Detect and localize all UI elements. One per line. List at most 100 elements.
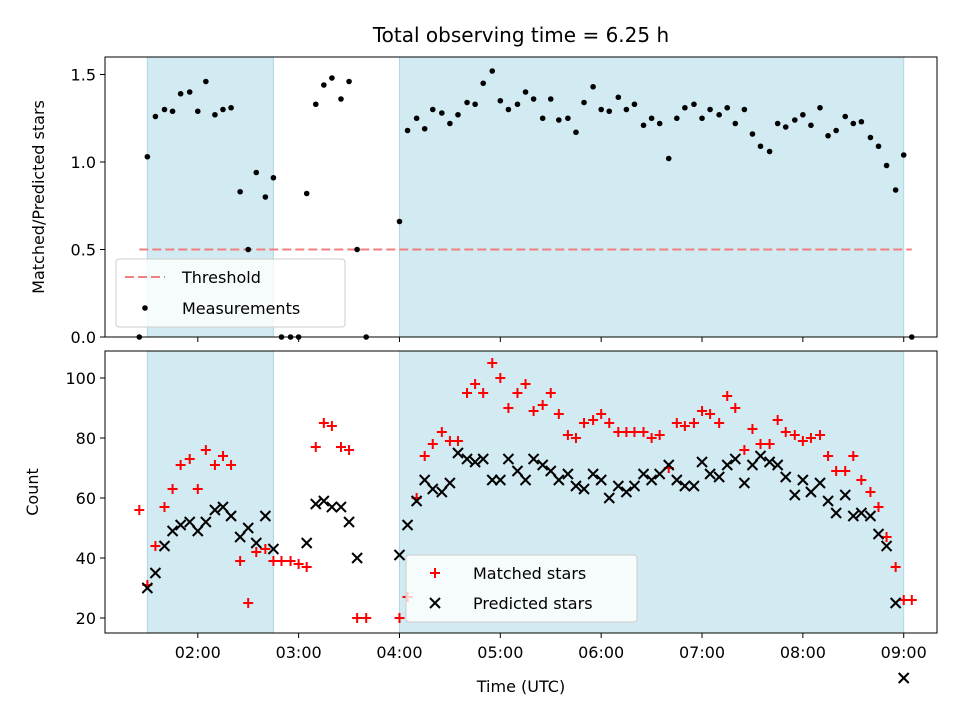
measurement-point (757, 143, 764, 150)
measurement-point (892, 187, 899, 193)
measurement-point (262, 194, 269, 200)
predicted-point (688, 480, 700, 492)
matched-point (175, 460, 186, 470)
measurement-point (547, 96, 554, 102)
measurement-point (169, 108, 176, 115)
x-tick-label: 03:00 (276, 643, 322, 662)
predicted-point (234, 531, 246, 543)
predicted-point (511, 465, 524, 477)
measurement-point (472, 101, 478, 108)
measurement-point (530, 96, 537, 102)
ratio-panel-frame (104, 56, 938, 338)
predicted-point (225, 510, 237, 522)
measurement-point (354, 246, 360, 253)
matched-point (326, 421, 337, 431)
count-legend-box (405, 554, 638, 623)
measurement-point (237, 188, 243, 195)
y-tick-label: 0.5 (71, 241, 96, 260)
matched-point (553, 409, 564, 419)
predicted-point (209, 504, 221, 516)
predicted-point (200, 516, 212, 528)
matched-point (730, 403, 741, 413)
measurement-point (656, 120, 663, 127)
matched-point (159, 502, 170, 512)
ratio-legend: Threshold Measurements (115, 258, 346, 328)
predicted-point (192, 525, 204, 537)
predicted-point (713, 471, 725, 483)
predicted-point (780, 471, 792, 483)
measurement-point (648, 115, 655, 122)
matched-point (705, 409, 716, 419)
measurement-point (774, 120, 781, 127)
matched-point (528, 406, 539, 416)
predicted-point (763, 456, 776, 468)
predicted-point (704, 468, 716, 480)
predicted-point (300, 537, 313, 549)
matched-point (780, 427, 791, 437)
measurement-point (421, 125, 428, 132)
matched-point (747, 424, 758, 434)
predicted-point (174, 519, 187, 531)
matched-point (865, 487, 876, 497)
predicted-point (679, 480, 691, 492)
matched-point (697, 406, 708, 416)
predicted-point (418, 474, 431, 486)
matched-point (293, 559, 304, 569)
predicted-point (789, 489, 801, 501)
count-panel-frame (104, 350, 938, 634)
predicted-point (217, 501, 229, 513)
measurement-point (590, 83, 596, 90)
matched-point (318, 418, 329, 428)
predicted-point (578, 483, 590, 495)
predicted-point (729, 453, 742, 465)
measurement-point (505, 106, 512, 113)
predicted-point (536, 459, 549, 471)
measurement-point (808, 122, 814, 129)
ratio-legend-box (115, 258, 346, 328)
measurement-point (724, 104, 731, 111)
measurement-point (312, 101, 319, 108)
predicted-point (427, 483, 439, 495)
predicted-point (318, 495, 330, 507)
measurement-point (867, 134, 874, 141)
measurement-point (203, 78, 209, 85)
predicted-point (771, 459, 784, 471)
measurement-point (707, 106, 713, 113)
matched-point (301, 562, 312, 572)
matched-point (167, 484, 178, 494)
matched-point (722, 391, 733, 401)
predicted-point (553, 474, 565, 486)
predicted-point (184, 516, 196, 528)
legend-measurements-swatch (142, 305, 148, 311)
measurement-point (833, 127, 839, 134)
measurement-point (766, 148, 773, 155)
measurement-point (464, 99, 470, 106)
predicted-point (620, 486, 633, 498)
x-tick-label: 09:00 (881, 643, 927, 662)
matched-point (772, 415, 783, 425)
predicted-point (527, 453, 540, 465)
predicted-point (754, 450, 767, 462)
measurement-point (489, 68, 496, 74)
predicted-point (242, 522, 254, 534)
measurement-point (245, 246, 252, 253)
predicted-point (570, 480, 582, 492)
measurement-point (842, 113, 849, 120)
matched-point (285, 556, 296, 566)
matched-point (344, 445, 355, 455)
predicted-point (864, 510, 877, 522)
y-tick-label: 1.0 (71, 153, 96, 172)
matched-point (588, 415, 599, 425)
x-tick-label: 07:00 (679, 643, 725, 662)
predicted-point (587, 468, 599, 480)
measurement-point (404, 127, 411, 134)
predicted-point (628, 480, 641, 492)
y-tick-label: 60 (76, 489, 96, 508)
matched-point (881, 532, 892, 542)
measurement-point (253, 169, 260, 176)
legend-threshold-label: Threshold (181, 268, 261, 287)
measurement-point (573, 129, 579, 136)
shaded-interval-0 (146, 350, 274, 634)
matched-point (848, 451, 859, 461)
legend-predicted-label: Predicted stars (473, 594, 593, 613)
